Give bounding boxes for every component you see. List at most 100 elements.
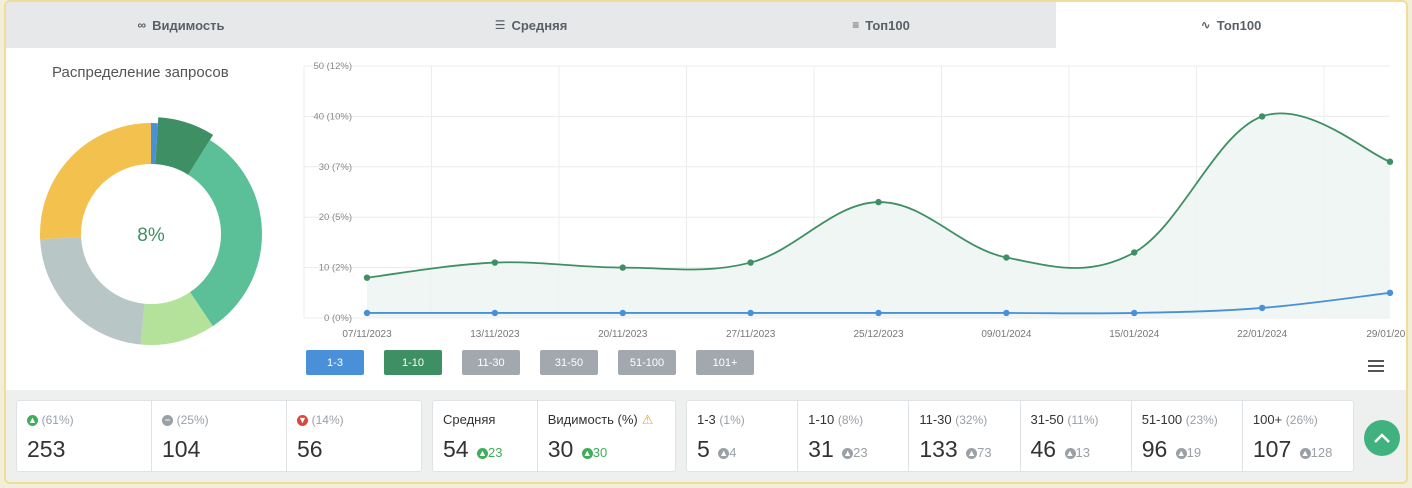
series-point-1-10[interactable] bbox=[1258, 113, 1266, 120]
visibility-label: Видимость (%) bbox=[547, 412, 638, 427]
x-tick-label: 27/11/2023 bbox=[726, 329, 776, 340]
x-tick-label: 15/01/2024 bbox=[1109, 329, 1159, 340]
range-delta: 13 bbox=[1075, 445, 1090, 460]
lines-icon: ☰ bbox=[494, 18, 506, 32]
donut-slice-1-3[interactable] bbox=[151, 123, 158, 165]
range-button-1-3[interactable]: 1-3 bbox=[306, 350, 364, 375]
range-value: 133 bbox=[919, 436, 958, 462]
arrow-up-icon: ▲ bbox=[1299, 448, 1311, 459]
tab-label: Топ100 bbox=[865, 17, 910, 33]
arrow-up-icon: ▲ bbox=[966, 448, 978, 459]
scroll-up-button[interactable] bbox=[1364, 420, 1400, 456]
range-button-31-50[interactable]: 31-50 bbox=[540, 350, 598, 375]
series-point-1-10[interactable] bbox=[747, 259, 754, 266]
series-point-1-10[interactable] bbox=[363, 274, 371, 281]
range-value: 31 bbox=[808, 436, 834, 462]
minus-icon: − bbox=[162, 415, 173, 426]
visibility-delta: 30 bbox=[592, 445, 608, 460]
range-button-11-30[interactable]: 11-30 bbox=[462, 350, 520, 375]
tab-label: Топ100 bbox=[1216, 17, 1262, 33]
x-tick-label: 13/11/2023 bbox=[470, 329, 520, 340]
arrow-down-icon: ▼ bbox=[297, 415, 308, 426]
series-point-1-3[interactable] bbox=[619, 309, 626, 317]
range-button-101-plus[interactable]: 101+ bbox=[696, 350, 754, 375]
series-point-1-10[interactable] bbox=[619, 264, 626, 271]
x-tick-label: 07/11/2023 bbox=[342, 329, 392, 340]
hamburger-menu-icon[interactable] bbox=[1368, 360, 1384, 375]
series-point-1-10[interactable] bbox=[1386, 158, 1394, 165]
average-delta: 23 bbox=[487, 445, 503, 460]
glasses-icon: ∞ bbox=[137, 18, 147, 32]
y-tick-label: 0 (0%) bbox=[324, 313, 352, 324]
tab-top100[interactable]: ≡ Топ100 bbox=[706, 2, 1056, 48]
series-point-1-3[interactable] bbox=[1386, 289, 1394, 296]
series-point-1-10[interactable] bbox=[491, 259, 499, 266]
series-point-1-3[interactable] bbox=[491, 309, 499, 317]
trend-up-cell: ▲ (61%) 253 bbox=[17, 401, 152, 471]
trend-same-pct: (25%) bbox=[176, 413, 209, 427]
tab-label: Видимость bbox=[152, 17, 225, 33]
donut-chart: 8% bbox=[40, 117, 262, 346]
donut-slice-100+[interactable] bbox=[40, 122, 151, 240]
range-value: 96 bbox=[1141, 436, 1168, 462]
tab-top100-chart[interactable]: ∿ Топ100 bbox=[1056, 2, 1406, 48]
series-point-1-3[interactable] bbox=[1131, 309, 1138, 317]
y-tick-label: 50 (12%) bbox=[313, 61, 352, 72]
y-tick-label: 40 (10%) bbox=[313, 111, 352, 122]
trend-down-value: 56 bbox=[297, 436, 323, 462]
range-cell: 31-50 (11%) 46 ▲13 bbox=[1021, 401, 1132, 471]
series-point-1-10[interactable] bbox=[1131, 249, 1138, 256]
trend-same-cell: − (25%) 104 bbox=[152, 401, 287, 471]
tab-visibility[interactable]: ∞ Видимость bbox=[6, 2, 356, 48]
series-point-1-10[interactable] bbox=[1003, 254, 1010, 261]
range-pct: (11%) bbox=[1067, 413, 1099, 427]
x-tick-label: 22/01/2024 bbox=[1237, 329, 1287, 340]
trend-same-value: 104 bbox=[162, 436, 201, 462]
range-value: 46 bbox=[1030, 436, 1057, 462]
range-delta: 73 bbox=[977, 445, 992, 460]
range-label: 51-100 bbox=[1141, 412, 1183, 427]
series-point-1-10[interactable] bbox=[875, 198, 882, 206]
series-line-1-10 bbox=[366, 112, 1391, 279]
range-label: 100+ bbox=[1252, 412, 1283, 427]
arrow-up-icon: ▲ bbox=[1064, 448, 1076, 459]
range-value: 107 bbox=[1252, 436, 1292, 462]
series-point-1-3[interactable] bbox=[747, 309, 754, 317]
range-button-1-10[interactable]: 1-10 bbox=[384, 350, 442, 375]
line-chart: 0 (0%) 10 (2%) 20 (5%) 30 (7%) 40 (10%) 50 (1… bbox=[303, 61, 1406, 340]
x-tick-label: 20/11/2023 bbox=[598, 329, 648, 340]
summary-card: Средняя 54 ▲23 Видимость (%) ⚠ 30 ▲30 bbox=[432, 400, 676, 472]
arrow-up-icon: ▲ bbox=[842, 448, 854, 459]
line-chart-icon: ∿ bbox=[1200, 18, 1211, 32]
range-button-51-100[interactable]: 51-100 bbox=[618, 350, 676, 375]
stack-icon: ≡ bbox=[852, 18, 860, 32]
y-tick-label: 20 (5%) bbox=[319, 212, 352, 223]
range-pct: (8%) bbox=[837, 413, 864, 427]
arrow-up-icon: ▲ bbox=[27, 415, 38, 426]
donut-center-label: 8% bbox=[137, 225, 165, 246]
range-cell: 1-10 (8%) 31 ▲23 bbox=[798, 401, 910, 471]
ranges-card: 1-3 (1%) 5 ▲4 1-10 (8%) 31 ▲23 11-30 (32… bbox=[686, 400, 1354, 472]
y-tick-label: 30 (7%) bbox=[319, 162, 352, 173]
donut-slice-1-10[interactable] bbox=[155, 117, 214, 175]
range-delta: 23 bbox=[853, 445, 868, 460]
x-tick-label: 25/12/2023 bbox=[853, 329, 903, 340]
series-point-1-3[interactable] bbox=[1003, 309, 1010, 317]
stats-bar: ▲ (61%) 253 − (25%) 104 ▼ (14%) 56 Средн… bbox=[6, 390, 1406, 482]
arrow-up-icon: ▲ bbox=[1175, 448, 1187, 459]
trend-up-value: 253 bbox=[27, 436, 66, 462]
range-label: 11-30 bbox=[919, 412, 952, 427]
range-pct: (26%) bbox=[1285, 413, 1318, 427]
trend-down-cell: ▼ (14%) 56 bbox=[287, 401, 421, 471]
donut-slice-31-50[interactable] bbox=[140, 292, 213, 346]
donut-slice-11-30[interactable] bbox=[188, 139, 262, 327]
donut-slice-51-100[interactable] bbox=[40, 237, 145, 345]
series-point-1-3[interactable] bbox=[1258, 304, 1266, 312]
tab-average[interactable]: ☰ Средняя bbox=[356, 2, 706, 48]
series-point-1-3[interactable] bbox=[363, 309, 371, 317]
visibility-cell: Видимость (%) ⚠ 30 ▲30 bbox=[538, 401, 675, 471]
series-point-1-3[interactable] bbox=[875, 309, 882, 317]
arrow-up-icon: ▲ bbox=[718, 448, 730, 459]
warning-icon[interactable]: ⚠ bbox=[641, 412, 654, 427]
chevron-up-icon bbox=[1374, 433, 1390, 443]
